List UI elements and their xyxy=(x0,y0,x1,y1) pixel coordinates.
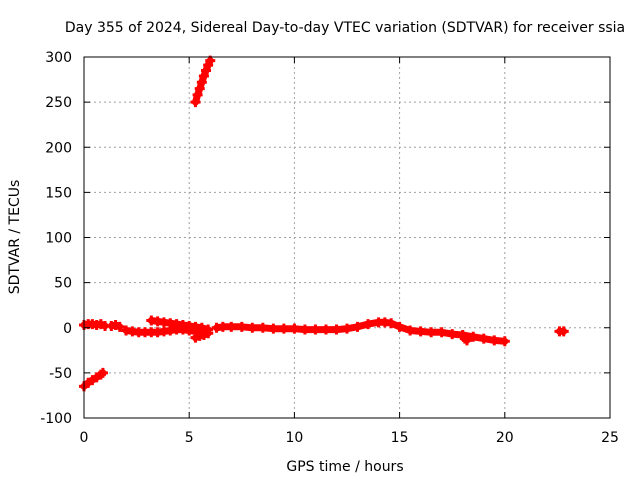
data-point xyxy=(320,324,331,335)
data-point xyxy=(558,326,569,337)
x-tick-label: 5 xyxy=(185,430,194,446)
data-point xyxy=(405,325,416,336)
y-tick-label: 100 xyxy=(45,231,72,247)
y-tick-label: 150 xyxy=(45,185,72,201)
data-point xyxy=(415,326,426,337)
data-point xyxy=(478,333,489,344)
data-point xyxy=(352,321,363,332)
data-point xyxy=(363,319,374,330)
x-tick-label: 15 xyxy=(391,430,409,446)
y-tick-label: 0 xyxy=(63,321,72,337)
data-point xyxy=(499,336,510,347)
data-point xyxy=(236,321,247,332)
plot-frame xyxy=(83,56,611,419)
data-point xyxy=(394,321,405,332)
data-point xyxy=(268,323,279,334)
data-point xyxy=(386,318,397,329)
x-tick-label: 0 xyxy=(80,430,89,446)
axis-ticks: 0 5 10 15 20 25 -100 -50 0 50 100 150 200 250 300 xyxy=(40,50,619,446)
data-point xyxy=(201,65,212,76)
y-tick-label: 50 xyxy=(54,276,72,292)
data-point xyxy=(299,324,310,335)
data-point xyxy=(331,324,342,335)
data-point xyxy=(342,323,352,334)
y-tick-label: -50 xyxy=(49,366,72,382)
grid xyxy=(84,57,610,418)
data-point xyxy=(436,327,447,338)
data-marks xyxy=(79,55,569,392)
data-point xyxy=(217,321,228,332)
data-point xyxy=(192,89,203,100)
y-axis-label: SDTVAR / TECUs xyxy=(7,180,23,295)
data-point xyxy=(278,323,289,334)
x-tick-label: 20 xyxy=(496,430,514,446)
data-point xyxy=(461,335,472,346)
data-point xyxy=(194,83,205,94)
chart-title: Day 355 of 2024, Sidereal Day-to-day VTE… xyxy=(65,20,625,36)
data-point xyxy=(489,335,500,346)
y-tick-label: -100 xyxy=(40,411,72,427)
data-point xyxy=(257,322,268,333)
data-point xyxy=(289,323,300,334)
data-point xyxy=(447,329,458,340)
x-tick-label: 25 xyxy=(601,430,619,446)
data-point xyxy=(226,321,237,332)
data-point xyxy=(203,328,214,339)
y-tick-label: 300 xyxy=(45,50,72,66)
data-point xyxy=(114,321,125,332)
y-tick-label: 200 xyxy=(45,140,72,156)
data-point xyxy=(468,331,479,342)
x-axis-label: GPS time / hours xyxy=(286,459,403,475)
data-point xyxy=(97,367,108,378)
y-tick-label: 250 xyxy=(45,95,72,111)
data-point xyxy=(198,70,209,81)
data-point xyxy=(196,322,207,333)
x-tick-label: 10 xyxy=(285,430,303,446)
data-point xyxy=(190,97,201,108)
data-point xyxy=(196,77,207,88)
data-point xyxy=(310,324,321,335)
data-point xyxy=(247,322,258,333)
data-point xyxy=(426,327,437,338)
